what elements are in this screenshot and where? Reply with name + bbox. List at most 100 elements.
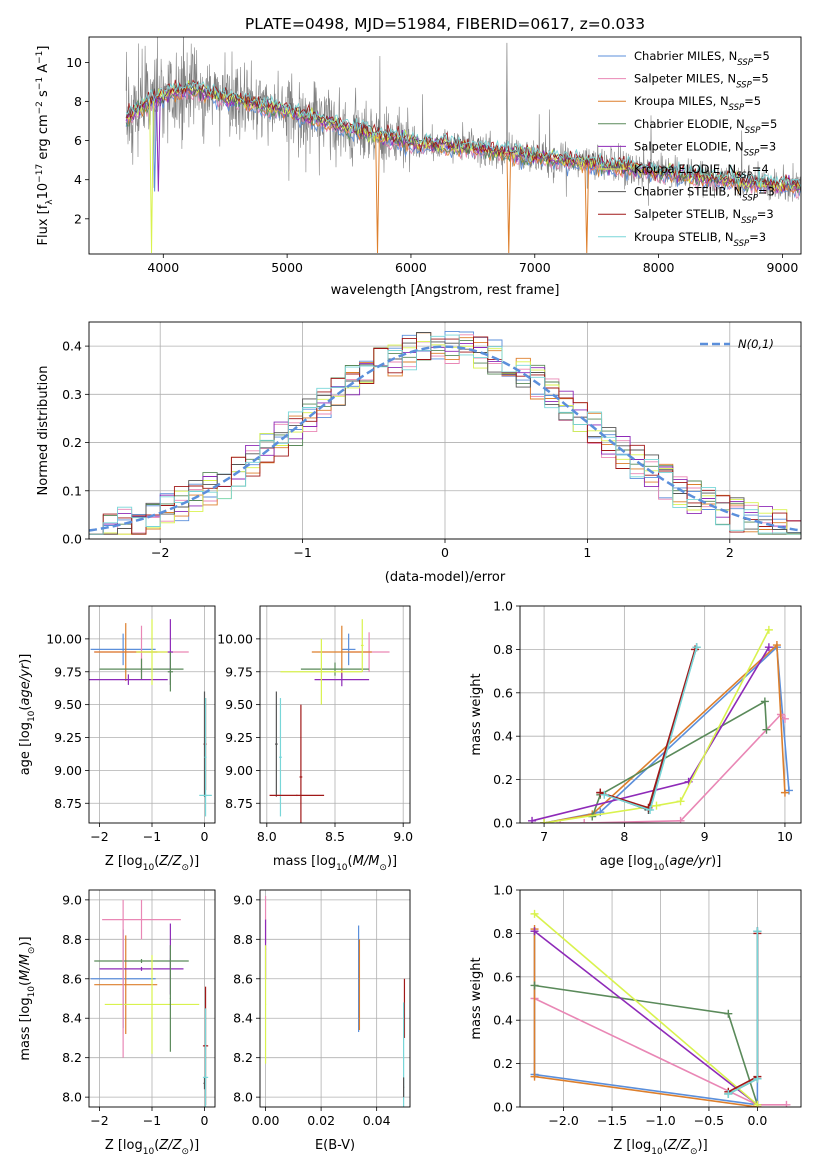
- plot-area: [89, 330, 801, 535]
- x-axis-label-part: Z [log: [613, 1138, 651, 1153]
- legend-entry: Kroupa ELODIE, NSSP=4: [634, 162, 769, 181]
- weight-line-kroupa-stelib: [727, 931, 759, 1095]
- legend-label: Salpeter STELIB, N: [634, 207, 741, 221]
- legend-sub: SSP: [741, 216, 757, 226]
- weight-marker: [580, 819, 589, 823]
- x-axis-label: (data-model)/error: [385, 570, 506, 585]
- y-axis-label-part: M/M: [18, 954, 33, 981]
- y-axis-label-part: −1: [35, 51, 45, 64]
- y-tick-label: 8.2: [62, 1050, 82, 1065]
- legend-label: Chabrier ELODIE, N: [634, 117, 745, 131]
- y-tick-label: 8.4: [233, 1011, 253, 1026]
- weight-marker: [646, 805, 655, 814]
- x-tick-label: 7: [540, 829, 548, 844]
- normal-curve: [89, 345, 799, 532]
- y-tick-label: 1.0: [493, 599, 513, 614]
- weight-marker: [782, 1100, 791, 1107]
- model-absorption-dip: [375, 135, 380, 254]
- legend-label: Kroupa STELIB, N: [634, 230, 734, 244]
- observed-spectrum: [125, 37, 801, 206]
- x-tick-label: 0.0: [747, 1113, 767, 1128]
- y-tick-label: 0.4: [493, 729, 513, 744]
- chart-title: PLATE=0498, MJD=51984, FIBERID=0617, z=0…: [245, 15, 645, 33]
- y-tick-label: 10.00: [217, 631, 253, 646]
- x-tick-label: −2: [90, 829, 108, 844]
- panel-mass-vs-Z: −2 −1 08.08.28.48.68.89.0Z [log10(Z/Z⊙)]ma…: [18, 889, 216, 1157]
- y-tick-label: 0.4: [62, 339, 82, 354]
- legend-entry: Salpeter MILES, NSSP=5: [634, 72, 769, 91]
- y-tick-label: 8.2: [233, 1050, 253, 1065]
- y-tick-label: 0.8: [493, 642, 513, 657]
- x-axis-label-part: age [log: [600, 854, 653, 869]
- y-tick-label: 9.50: [54, 697, 82, 712]
- axes-frame: [88, 889, 216, 1108]
- x-axis-label-part: 10: [651, 1147, 663, 1157]
- y-tick-label: 8.0: [62, 1090, 82, 1105]
- weight-marker: [762, 725, 771, 734]
- plot-area: [90, 899, 209, 1107]
- x-axis-label: E(B-V): [315, 1138, 355, 1153]
- y-tick-label: 0.0: [62, 532, 82, 547]
- y-axis-label: age [log10(age/yr)]: [18, 654, 37, 776]
- x-tick-label: 8: [620, 829, 628, 844]
- plot-area: [264, 895, 406, 1107]
- weight-line-salpeter-elodie: [531, 646, 770, 822]
- axes-frame: [519, 889, 802, 1108]
- x-tick-label: 7000: [519, 260, 551, 275]
- x-axis-label-part: (: [663, 1138, 668, 1153]
- y-axis-label-part: erg cm: [36, 114, 51, 163]
- weight-line-chabrier-stelib: [600, 646, 698, 812]
- weight-marker: [528, 816, 537, 823]
- x-axis-label-part: Z/Z: [158, 854, 182, 869]
- emission-line: [505, 42, 508, 149]
- axes-frame: [88, 321, 802, 540]
- legend-entry: Kroupa STELIB, NSSP=3: [634, 230, 766, 249]
- legend-sub: SSP: [737, 58, 753, 68]
- x-tick-label: 8.0: [257, 829, 277, 844]
- legend-sub: SSP: [729, 103, 745, 113]
- x-tick-label: 9: [701, 829, 709, 844]
- x-tick-label: 1: [583, 545, 591, 560]
- axes-frame: [259, 605, 411, 824]
- y-axis-label-part: 10: [36, 183, 51, 200]
- y-tick-label: 0.0: [493, 1100, 513, 1115]
- axes-frame: [88, 605, 216, 824]
- x-axis-label-part: age/yr: [669, 854, 712, 869]
- x-tick-label: −1.5: [597, 1113, 627, 1128]
- weight-marker: [760, 697, 769, 706]
- legend-value: =3: [749, 230, 766, 244]
- panel-spectrum: 4000 5000 6000 7000 8000 9000 2 4 6 8 10 PLATE=0498…: [35, 15, 802, 298]
- model-kroupa-stelib: [125, 80, 801, 189]
- weight-marker: [753, 1100, 762, 1107]
- weight-marker: [530, 1072, 539, 1081]
- x-axis-label-part: 10: [143, 1147, 155, 1157]
- weight-line-kroupa-elodie: [543, 629, 770, 823]
- x-axis-label-part: (: [664, 854, 669, 869]
- y-axis-label-part: age/yr: [18, 662, 33, 705]
- x-tick-label: 9.0: [393, 829, 413, 844]
- x-axis-label-part: Z [log: [105, 854, 143, 869]
- legend-sub: SSP: [742, 194, 758, 204]
- x-axis-label-part: (: [154, 1138, 159, 1153]
- y-tick-label: 9.25: [225, 730, 253, 745]
- x-axis-label: Z [log10(Z/Z⊙)]: [613, 1138, 707, 1157]
- x-axis-label-part: Z/Z: [667, 1138, 691, 1153]
- x-tick-label: 0.00: [252, 1113, 280, 1128]
- legend-label: Kroupa ELODIE, N: [634, 162, 736, 176]
- x-axis-label: Z [log10(Z/Z⊙)]: [105, 1138, 199, 1157]
- y-tick-label: 10: [66, 55, 82, 70]
- legend-sub: SSP: [745, 126, 761, 136]
- legend-entry: Kroupa MILES, NSSP=5: [634, 94, 761, 113]
- legend-entry: Salpeter STELIB, NSSP=3: [634, 207, 774, 226]
- weight-marker: [652, 801, 661, 810]
- plot-area: [125, 37, 801, 254]
- y-tick-label: 8.8: [233, 932, 253, 947]
- y-tick-label: 9.25: [54, 730, 82, 745]
- y-axis-label-part: Normed distribution: [36, 366, 51, 496]
- panel-mass-vs-ebv: 0.00 0.02 0.04 8.0 8.2 8.4 8.6 8.8 9.0 E(B-V): [233, 889, 411, 1153]
- legend-value: =4: [752, 162, 769, 176]
- legend-value: =5: [744, 94, 761, 108]
- x-tick-label: 0: [201, 829, 209, 844]
- y-tick-label: 9.0: [62, 892, 82, 907]
